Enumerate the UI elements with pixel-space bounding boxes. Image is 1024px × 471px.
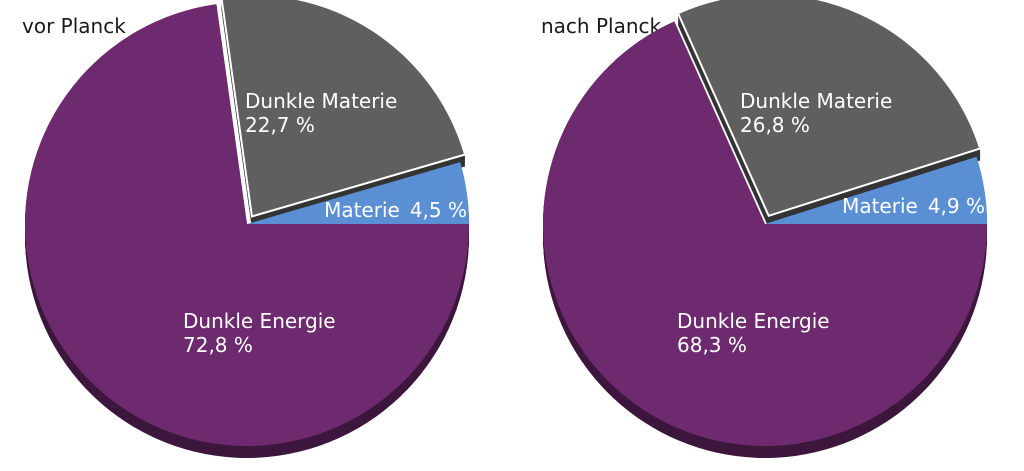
slice-label-materie: Materie 4,9 % xyxy=(842,194,985,218)
pie-slice-dunkle-materie xyxy=(220,0,467,218)
slice-value: 26,8 % xyxy=(740,113,810,137)
chart-title: nach Planck xyxy=(541,14,662,38)
slice-name: Dunkle Materie xyxy=(740,89,892,113)
pie-slice-dunkle-energie xyxy=(25,4,469,447)
slice-value: 4,9 % xyxy=(928,194,985,218)
slice-name: Dunkle Energie xyxy=(183,309,336,333)
slice-label-materie: Materie 4,5 % xyxy=(324,198,467,222)
slice-value: 68,3 % xyxy=(677,333,747,357)
chart-title: vor Planck xyxy=(22,14,126,38)
pie-chart-nach-planck: nach Planck Materie 4,9 % Dunkle Materie 26… xyxy=(541,0,987,458)
slice-name: Dunkle Materie xyxy=(245,89,397,113)
slice-name: Materie xyxy=(324,198,400,222)
slice-value: 22,7 % xyxy=(245,113,315,137)
slice-label-dunkle-materie: Dunkle Materie 26,8 % xyxy=(740,89,892,137)
pie-slice-dunkle-materie xyxy=(676,0,982,218)
slice-name: Dunkle Energie xyxy=(677,309,830,333)
slice-value: 72,8 % xyxy=(183,333,253,357)
pie-chart-vor-planck: vor Planck Materie 4,5 % Dunkle Materie 22,… xyxy=(22,0,469,459)
slice-label-dunkle-energie: Dunkle Energie 68,3 % xyxy=(677,309,830,357)
slice-name: Materie xyxy=(842,194,918,218)
slice-label-dunkle-energie: Dunkle Energie 72,8 % xyxy=(183,309,336,357)
slice-label-dunkle-materie: Dunkle Materie 22,7 % xyxy=(245,89,397,137)
pie-slice-materie xyxy=(247,162,469,224)
pie-slice-dunkle-energie xyxy=(543,21,987,446)
pie-slice-materie xyxy=(765,156,987,224)
slice-value: 4,5 % xyxy=(410,198,467,222)
